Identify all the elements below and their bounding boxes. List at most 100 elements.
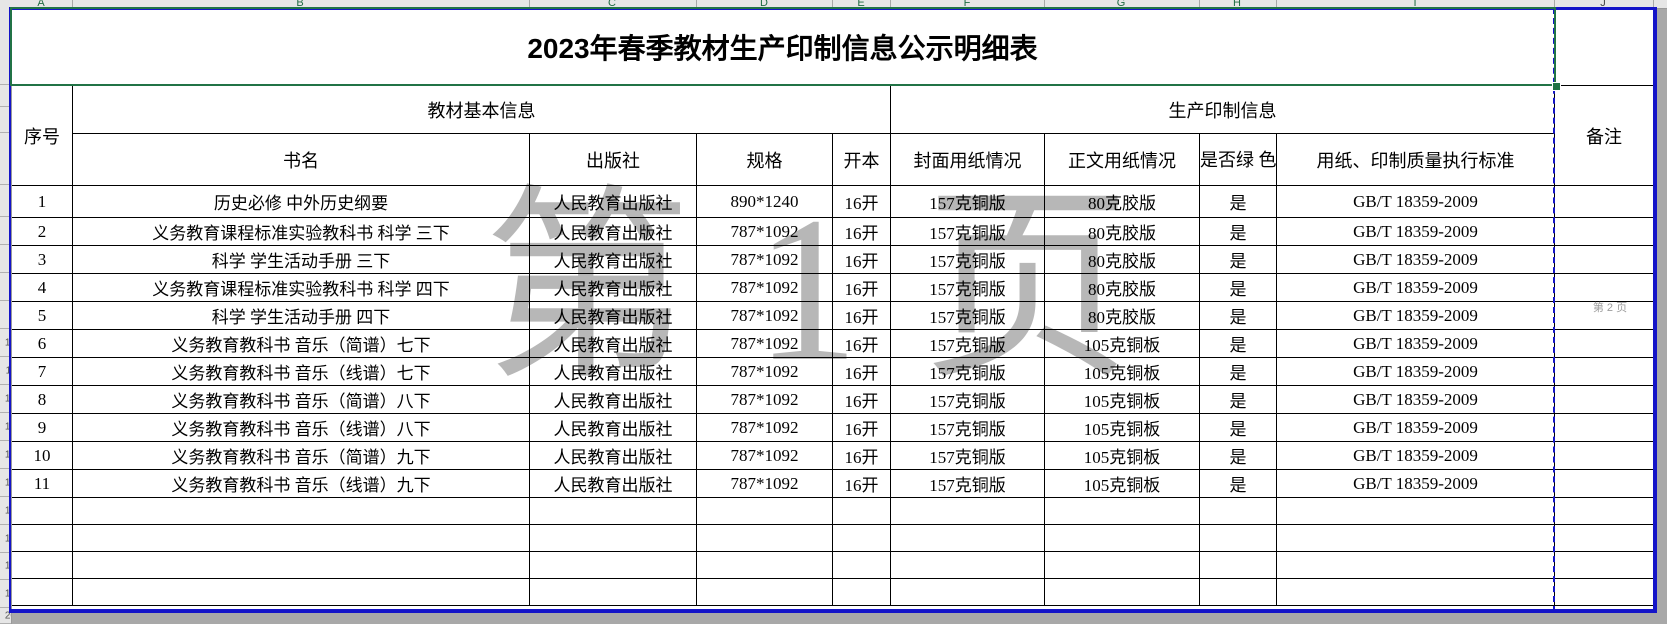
header-body-paper[interactable]: 正文用纸情况 <box>1044 133 1200 186</box>
empty-cell[interactable] <box>11 524 73 552</box>
cell-book_title[interactable]: 义务教育教科书 音乐（简谱）七下 <box>72 329 530 358</box>
cell-standard[interactable]: GB/T 18359-2009 <box>1276 185 1555 218</box>
cell-body_paper[interactable]: 105克铜板 <box>1044 413 1200 442</box>
empty-cell[interactable] <box>529 551 697 579</box>
header-print-group[interactable]: 生产印制信息 <box>890 85 1555 134</box>
row-header-11[interactable]: 11 <box>0 357 11 385</box>
empty-cell[interactable] <box>1554 578 1654 606</box>
cell-body_paper[interactable]: 105克铜板 <box>1044 469 1200 498</box>
cell-format[interactable]: 16开 <box>832 413 891 442</box>
row-header-9[interactable]: 9 <box>0 301 11 329</box>
cell-format[interactable]: 16开 <box>832 301 891 330</box>
cell-serial[interactable]: 9 <box>11 413 73 442</box>
empty-cell[interactable] <box>1199 551 1277 579</box>
cell-remark[interactable] <box>1554 217 1654 246</box>
cell-remark[interactable] <box>1554 245 1654 274</box>
cell-body_paper[interactable]: 80克胶版 <box>1044 185 1200 218</box>
cell-cover_paper[interactable]: 157克铜版 <box>890 385 1045 414</box>
cell-spec[interactable]: 787*1092 <box>696 469 833 498</box>
empty-cell[interactable] <box>832 524 891 552</box>
cell-body_paper[interactable]: 105克铜板 <box>1044 385 1200 414</box>
empty-cell[interactable] <box>529 578 697 606</box>
cell-body_paper[interactable]: 105克铜板 <box>1044 441 1200 470</box>
cell-serial[interactable]: 3 <box>11 245 73 274</box>
row-header-4[interactable]: 4 <box>0 133 11 185</box>
row-header-5[interactable]: 5 <box>0 185 11 217</box>
cell-serial[interactable]: 11 <box>11 469 73 498</box>
cell-book_title[interactable]: 义务教育教科书 音乐（线谱）九下 <box>72 469 530 498</box>
cell-green_print[interactable]: 是 <box>1199 301 1277 330</box>
cell-format[interactable]: 16开 <box>832 385 891 414</box>
cell-cover_paper[interactable]: 157克铜版 <box>890 301 1045 330</box>
row-header-20[interactable]: 20 <box>0 608 11 624</box>
cell-serial[interactable]: 6 <box>11 329 73 358</box>
cell-standard[interactable]: GB/T 18359-2009 <box>1276 441 1555 470</box>
cell-standard[interactable]: GB/T 18359-2009 <box>1276 385 1555 414</box>
cell-serial[interactable]: 2 <box>11 217 73 246</box>
cell-remark[interactable] <box>1554 329 1654 358</box>
cell-format[interactable]: 16开 <box>832 273 891 302</box>
cell-format[interactable]: 16开 <box>832 245 891 274</box>
cell-spec[interactable]: 787*1092 <box>696 273 833 302</box>
empty-cell[interactable] <box>72 578 530 606</box>
row-header-13[interactable]: 13 <box>0 413 11 441</box>
cell-spec[interactable]: 787*1092 <box>696 329 833 358</box>
cell-standard[interactable]: GB/T 18359-2009 <box>1276 245 1555 274</box>
header-remark[interactable]: 备注 <box>1554 85 1654 186</box>
row-header-15[interactable]: 15 <box>0 469 11 497</box>
cell-remark[interactable] <box>1554 357 1654 386</box>
cell-serial[interactable]: 10 <box>11 441 73 470</box>
cell-body_paper[interactable]: 80克胶版 <box>1044 301 1200 330</box>
header-publisher[interactable]: 出版社 <box>529 133 697 186</box>
empty-cell[interactable] <box>1199 578 1277 606</box>
cell-spec[interactable]: 787*1092 <box>696 441 833 470</box>
cell-standard[interactable]: GB/T 18359-2009 <box>1276 273 1555 302</box>
row-header-16[interactable]: 16 <box>0 497 11 525</box>
empty-cell[interactable] <box>832 551 891 579</box>
row-header-6[interactable]: 6 <box>0 217 11 245</box>
cell-book_title[interactable]: 科学 学生活动手册 四下 <box>72 301 530 330</box>
row-header-7[interactable]: 7 <box>0 245 11 273</box>
column-header-i[interactable]: I <box>1413 0 1417 9</box>
row-header-18[interactable]: 18 <box>0 553 11 580</box>
cell-serial[interactable]: 4 <box>11 273 73 302</box>
cell-standard[interactable]: GB/T 18359-2009 <box>1276 301 1555 330</box>
cell-spec[interactable]: 787*1092 <box>696 245 833 274</box>
empty-cell[interactable] <box>72 524 530 552</box>
row-header-10[interactable]: 10 <box>0 329 11 357</box>
empty-cell[interactable] <box>1276 551 1555 579</box>
cell-book_title[interactable]: 义务教育课程标准实验教科书 科学 四下 <box>72 273 530 302</box>
column-header-h[interactable]: H <box>1233 0 1241 9</box>
cell-cover_paper[interactable]: 157克铜版 <box>890 413 1045 442</box>
column-header-f[interactable]: F <box>963 0 971 9</box>
cell-remark[interactable] <box>1554 469 1654 498</box>
cell-book_title[interactable]: 义务教育课程标准实验教科书 科学 三下 <box>72 217 530 246</box>
column-header-strip[interactable]: A B C D E F G H I J <box>0 0 1667 9</box>
cell-publisher[interactable]: 人民教育出版社 <box>529 413 697 442</box>
cell-publisher[interactable]: 人民教育出版社 <box>529 273 697 302</box>
cell-remark[interactable] <box>1554 301 1654 330</box>
column-header-b[interactable]: B <box>296 0 304 9</box>
cell-body_paper[interactable]: 80克胶版 <box>1044 245 1200 274</box>
row-header-3[interactable]: 3 <box>0 107 11 133</box>
column-header-j[interactable]: J <box>1600 0 1606 9</box>
cell-green_print[interactable]: 是 <box>1199 273 1277 302</box>
column-header-a[interactable]: A <box>37 0 45 9</box>
cell-green_print[interactable]: 是 <box>1199 413 1277 442</box>
cell-green_print[interactable]: 是 <box>1199 217 1277 246</box>
empty-cell[interactable] <box>1554 497 1654 525</box>
cell-body_paper[interactable]: 105克铜板 <box>1044 357 1200 386</box>
cell-spec[interactable]: 787*1092 <box>696 217 833 246</box>
cell-remark[interactable] <box>1554 441 1654 470</box>
cell-serial[interactable]: 8 <box>11 385 73 414</box>
cell-standard[interactable]: GB/T 18359-2009 <box>1276 413 1555 442</box>
cell-format[interactable]: 16开 <box>832 217 891 246</box>
header-format[interactable]: 开本 <box>832 133 891 186</box>
cell-format[interactable]: 16开 <box>832 441 891 470</box>
column-header-d[interactable]: D <box>760 0 768 9</box>
empty-cell[interactable] <box>1554 551 1654 579</box>
cell-green_print[interactable]: 是 <box>1199 469 1277 498</box>
cell-publisher[interactable]: 人民教育出版社 <box>529 329 697 358</box>
cell-standard[interactable]: GB/T 18359-2009 <box>1276 329 1555 358</box>
empty-cell[interactable] <box>11 551 73 579</box>
